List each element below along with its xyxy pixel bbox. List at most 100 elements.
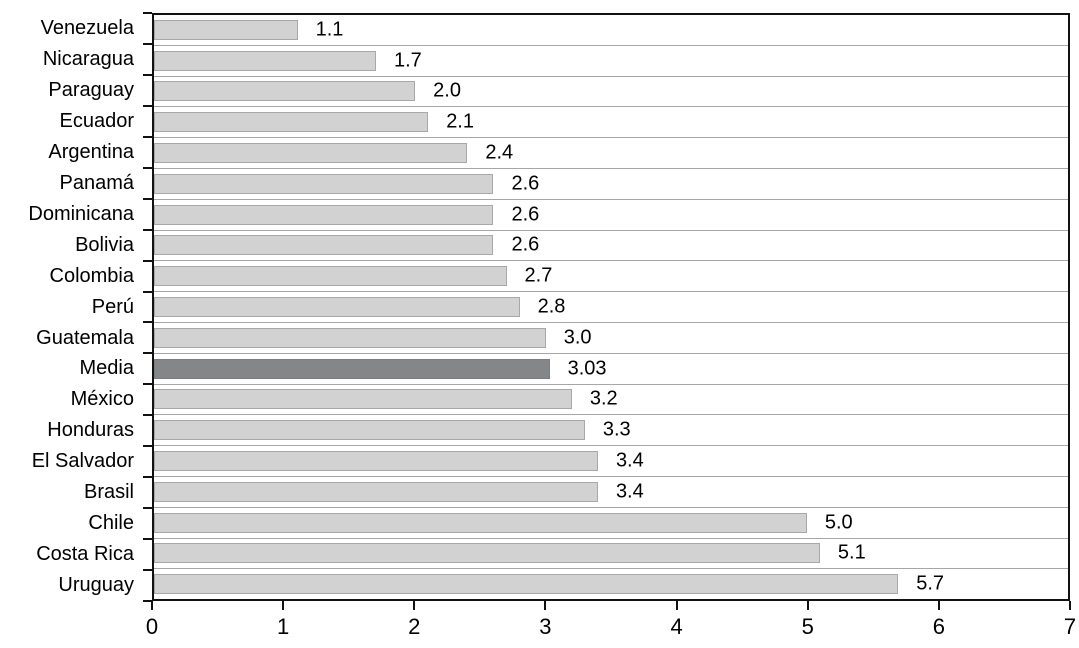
y-axis-tick: [143, 290, 152, 293]
bar: [154, 451, 598, 472]
value-label: 5.1: [837, 542, 866, 565]
value-label: 1.7: [393, 49, 422, 72]
bar-row: 5.1: [154, 539, 1068, 570]
category-label: Bolivia: [75, 233, 134, 256]
value-label: 1.1: [315, 18, 344, 41]
value-label: 2.6: [511, 172, 540, 195]
category-label: El Salvador: [31, 450, 134, 473]
value-label: 2.8: [537, 295, 566, 318]
y-axis-tick: [143, 166, 152, 169]
x-axis-tick-label: 2: [408, 614, 421, 639]
y-axis-tick: [143, 42, 152, 45]
category-label: Perú: [91, 295, 134, 318]
bar-row: 3.3: [154, 415, 1068, 447]
category-label: Colombia: [49, 264, 134, 287]
bar-row: 2.7: [154, 261, 1068, 293]
bar: [154, 143, 468, 164]
y-axis-tick: [143, 104, 152, 107]
category-label: Paraguay: [48, 78, 134, 101]
bar-highlight-media: [154, 358, 550, 379]
category-label: Honduras: [47, 419, 134, 442]
bar: [154, 389, 572, 410]
bar-row: 2.1: [154, 107, 1068, 139]
bar: [154, 512, 807, 533]
category-label: Costa Rica: [36, 543, 134, 566]
value-label: 3.0: [563, 326, 592, 349]
bar-row: 2.0: [154, 77, 1068, 108]
bar-row: 2.6: [154, 200, 1068, 231]
y-axis-tick: [143, 135, 152, 138]
bar-row: 3.0: [154, 323, 1068, 354]
value-label: 5.7: [916, 572, 945, 595]
category-label: Chile: [88, 512, 134, 535]
category-label: Uruguay: [58, 574, 134, 597]
y-axis-tick: [143, 476, 152, 479]
bar: [154, 173, 494, 194]
x-axis-tick: [544, 601, 547, 610]
bar: [154, 420, 585, 441]
y-axis-ticks: [143, 12, 152, 602]
bar-row: 2.6: [154, 169, 1068, 200]
bar: [154, 297, 520, 318]
bar-row: 2.6: [154, 231, 1068, 262]
y-axis-tick: [143, 383, 152, 386]
x-axis-ticks: [151, 601, 1071, 611]
bar-row: 2.8: [154, 292, 1068, 323]
value-label: 3.03: [567, 357, 607, 380]
bar-row: 5.7: [154, 569, 1068, 599]
bar: [154, 19, 298, 40]
y-axis-tick: [143, 352, 152, 355]
x-axis-tick-labels: 0 1 2 3 4 5 6 7: [146, 614, 1076, 644]
y-axis-tick: [143, 197, 152, 200]
bar: [154, 112, 429, 133]
x-axis-tick-label: 3: [539, 614, 552, 639]
bar-row: 5.0: [154, 508, 1068, 539]
x-axis-tick-label: 6: [932, 614, 945, 639]
bar: [154, 81, 416, 102]
y-axis-tick: [143, 600, 152, 602]
category-label: Panamá: [59, 171, 135, 194]
value-label: 3.2: [589, 388, 618, 411]
bar-row: 2.4: [154, 138, 1068, 169]
x-axis-tick: [1069, 601, 1071, 610]
y-axis-tick: [143, 569, 152, 572]
y-axis-tick: [143, 259, 152, 262]
category-label: Media: [79, 357, 134, 380]
value-label: 3.3: [602, 418, 631, 441]
bar-row: 3.03: [154, 354, 1068, 385]
x-axis-tick: [413, 601, 416, 610]
bar-row: 1.1: [154, 15, 1068, 46]
x-axis-tick-label: 7: [1063, 614, 1077, 639]
bar: [154, 204, 494, 225]
bar: [154, 266, 507, 287]
x-axis-tick: [675, 601, 678, 610]
category-label: México: [70, 388, 134, 411]
bar-row: 3.2: [154, 385, 1068, 416]
y-axis-tick: [143, 507, 152, 510]
y-axis-tick: [143, 445, 152, 448]
y-axis-category-labels: Venezuela Nicaragua Paraguay Ecuador Argenti…: [0, 13, 134, 601]
bar-row: 1.7: [154, 46, 1068, 77]
y-axis-tick: [143, 12, 152, 14]
bar-row: 3.4: [154, 446, 1068, 477]
y-axis-tick: [143, 414, 152, 417]
bar: [154, 543, 820, 564]
bar-row: 3.4: [154, 477, 1068, 508]
plot-area: 1.1 1.7 2.0 2.1 2.4 2.6 2.6 2.6 2.7 2.8 3.0 3.03 3.2…: [152, 13, 1070, 601]
value-label: 2.0: [433, 80, 461, 103]
x-axis-tick: [937, 601, 940, 610]
category-label: Ecuador: [59, 109, 135, 132]
category-label: Nicaragua: [42, 47, 134, 70]
x-axis-tick-label: 0: [145, 614, 159, 639]
x-axis-tick: [806, 601, 809, 610]
x-axis-tick: [282, 601, 285, 610]
value-label: 3.4: [615, 449, 644, 472]
value-label: 2.6: [511, 203, 540, 226]
bar: [154, 574, 899, 595]
category-label: Guatemala: [36, 326, 134, 349]
bar: [154, 235, 494, 256]
value-label: 2.4: [485, 141, 514, 164]
y-axis-tick: [143, 73, 152, 76]
x-axis-tick-label: 1: [277, 614, 290, 639]
